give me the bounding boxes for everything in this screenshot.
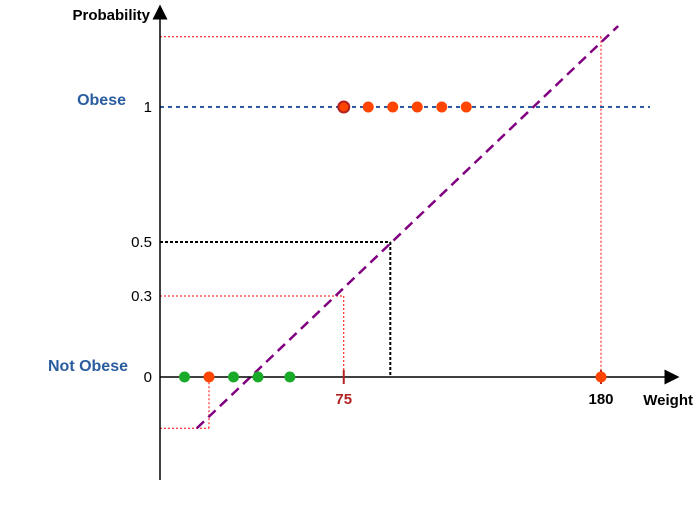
not-obese-point — [228, 371, 239, 383]
obese-point — [411, 101, 423, 113]
y-tick-label-0.3: 0.3 — [131, 288, 152, 305]
query-point — [595, 371, 607, 383]
not-obese-point — [203, 371, 215, 383]
x-tick-label-75: 75 — [335, 391, 352, 408]
y-axis-title: Probability — [72, 7, 150, 24]
y-tick-label-0.5: 0.5 — [131, 234, 152, 251]
regression-line — [195, 25, 620, 430]
x-axis-title: Weight — [643, 392, 693, 409]
category-label-obese: Obese — [77, 92, 126, 109]
not-obese-point — [179, 371, 190, 383]
obese-point — [387, 101, 399, 113]
obese-point — [362, 101, 374, 113]
obese-point — [436, 101, 448, 113]
category-label-not-obese: Not Obese — [48, 358, 128, 375]
obese-point — [337, 100, 351, 114]
obese-point — [460, 101, 472, 113]
x-tick-label-180: 180 — [588, 391, 613, 408]
y-tick-label-0: 0 — [144, 369, 152, 386]
not-obese-point — [284, 371, 296, 383]
not-obese-point — [252, 371, 264, 383]
y-tick-label-1: 1 — [144, 99, 152, 116]
